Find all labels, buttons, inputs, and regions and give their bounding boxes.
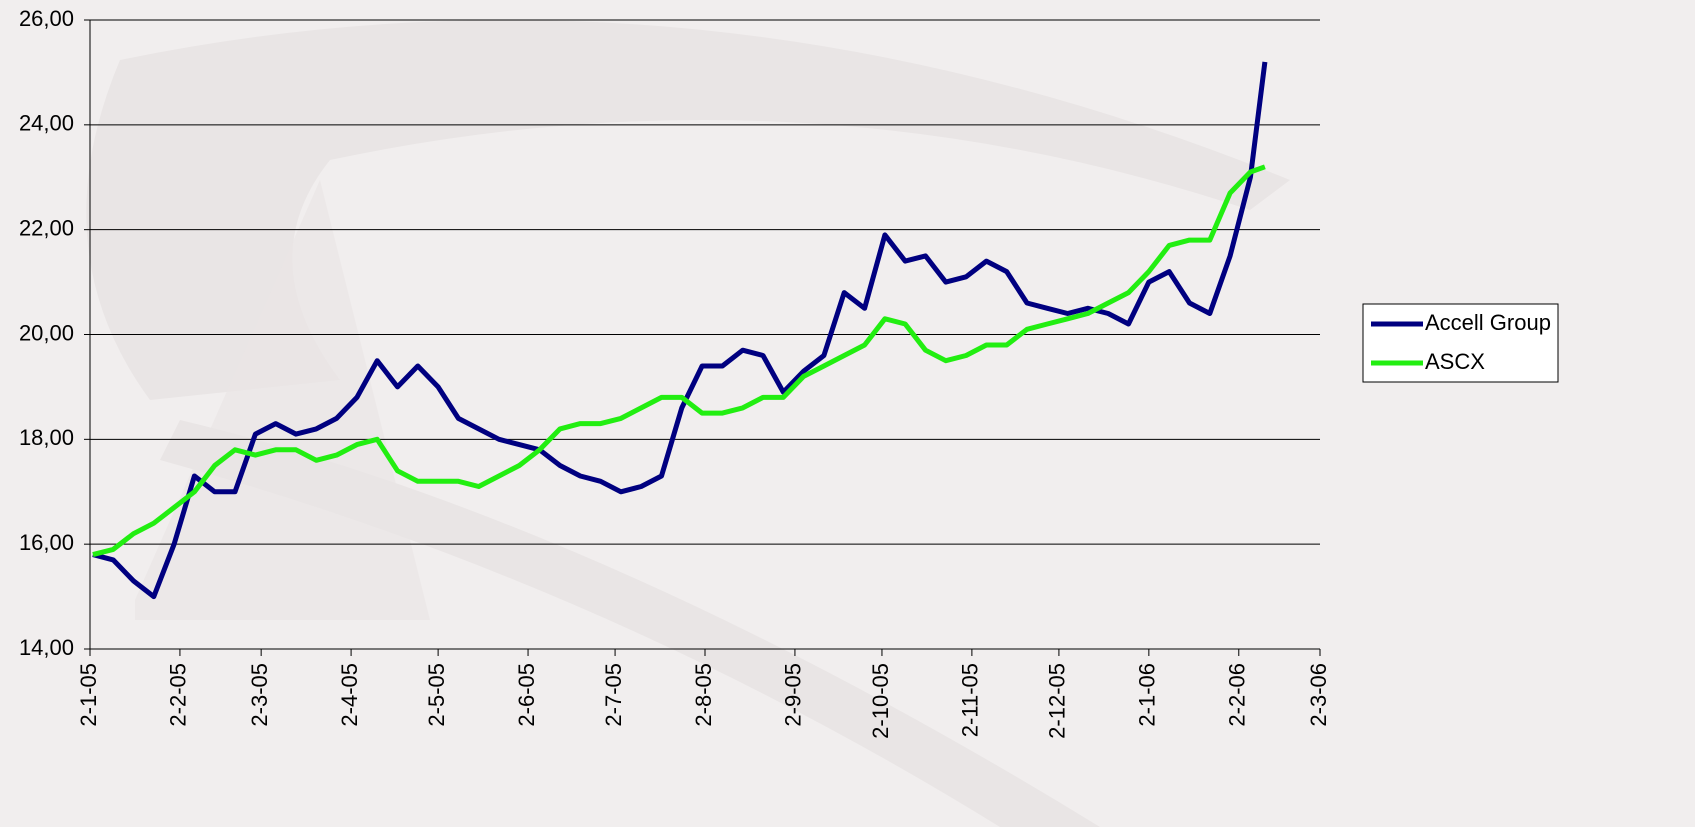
- y-tick-label: 16,00: [19, 530, 74, 555]
- x-tick-label: 2-10-05: [868, 663, 893, 739]
- x-tick-label: 2-3-05: [247, 663, 272, 727]
- y-tick-label: 14,00: [19, 635, 74, 660]
- x-tick-label: 2-7-05: [601, 663, 626, 727]
- legend-label: Accell Group: [1425, 310, 1551, 335]
- chart: 14,00 16,00 18,00 20,00 22,00 24,00 26,00 2-1-0…: [0, 0, 1695, 827]
- x-tick-label: 2-3-06: [1306, 663, 1331, 727]
- x-tick-label: 2-2-05: [166, 663, 191, 727]
- x-tick-label: 2-6-05: [514, 663, 539, 727]
- x-tick-label: 2-1-05: [76, 663, 101, 727]
- y-tick-label: 20,00: [19, 320, 74, 345]
- x-tick-label: 2-9-05: [781, 663, 806, 727]
- x-tick-label: 2-5-05: [424, 663, 449, 727]
- y-tick-label: 26,00: [19, 6, 74, 31]
- y-tick-label: 24,00: [19, 111, 74, 136]
- x-tick-label: 2-1-06: [1135, 663, 1160, 727]
- y-tick-label: 18,00: [19, 425, 74, 450]
- x-tick-label: 2-11-05: [958, 663, 983, 737]
- x-tick-label: 2-8-05: [691, 663, 716, 727]
- x-tick-label: 2-2-06: [1225, 663, 1250, 727]
- y-tick-label: 22,00: [19, 215, 74, 240]
- x-tick-label: 2-12-05: [1045, 663, 1070, 739]
- legend-label: ASCX: [1425, 349, 1485, 374]
- x-tick-label: 2-4-05: [337, 663, 362, 727]
